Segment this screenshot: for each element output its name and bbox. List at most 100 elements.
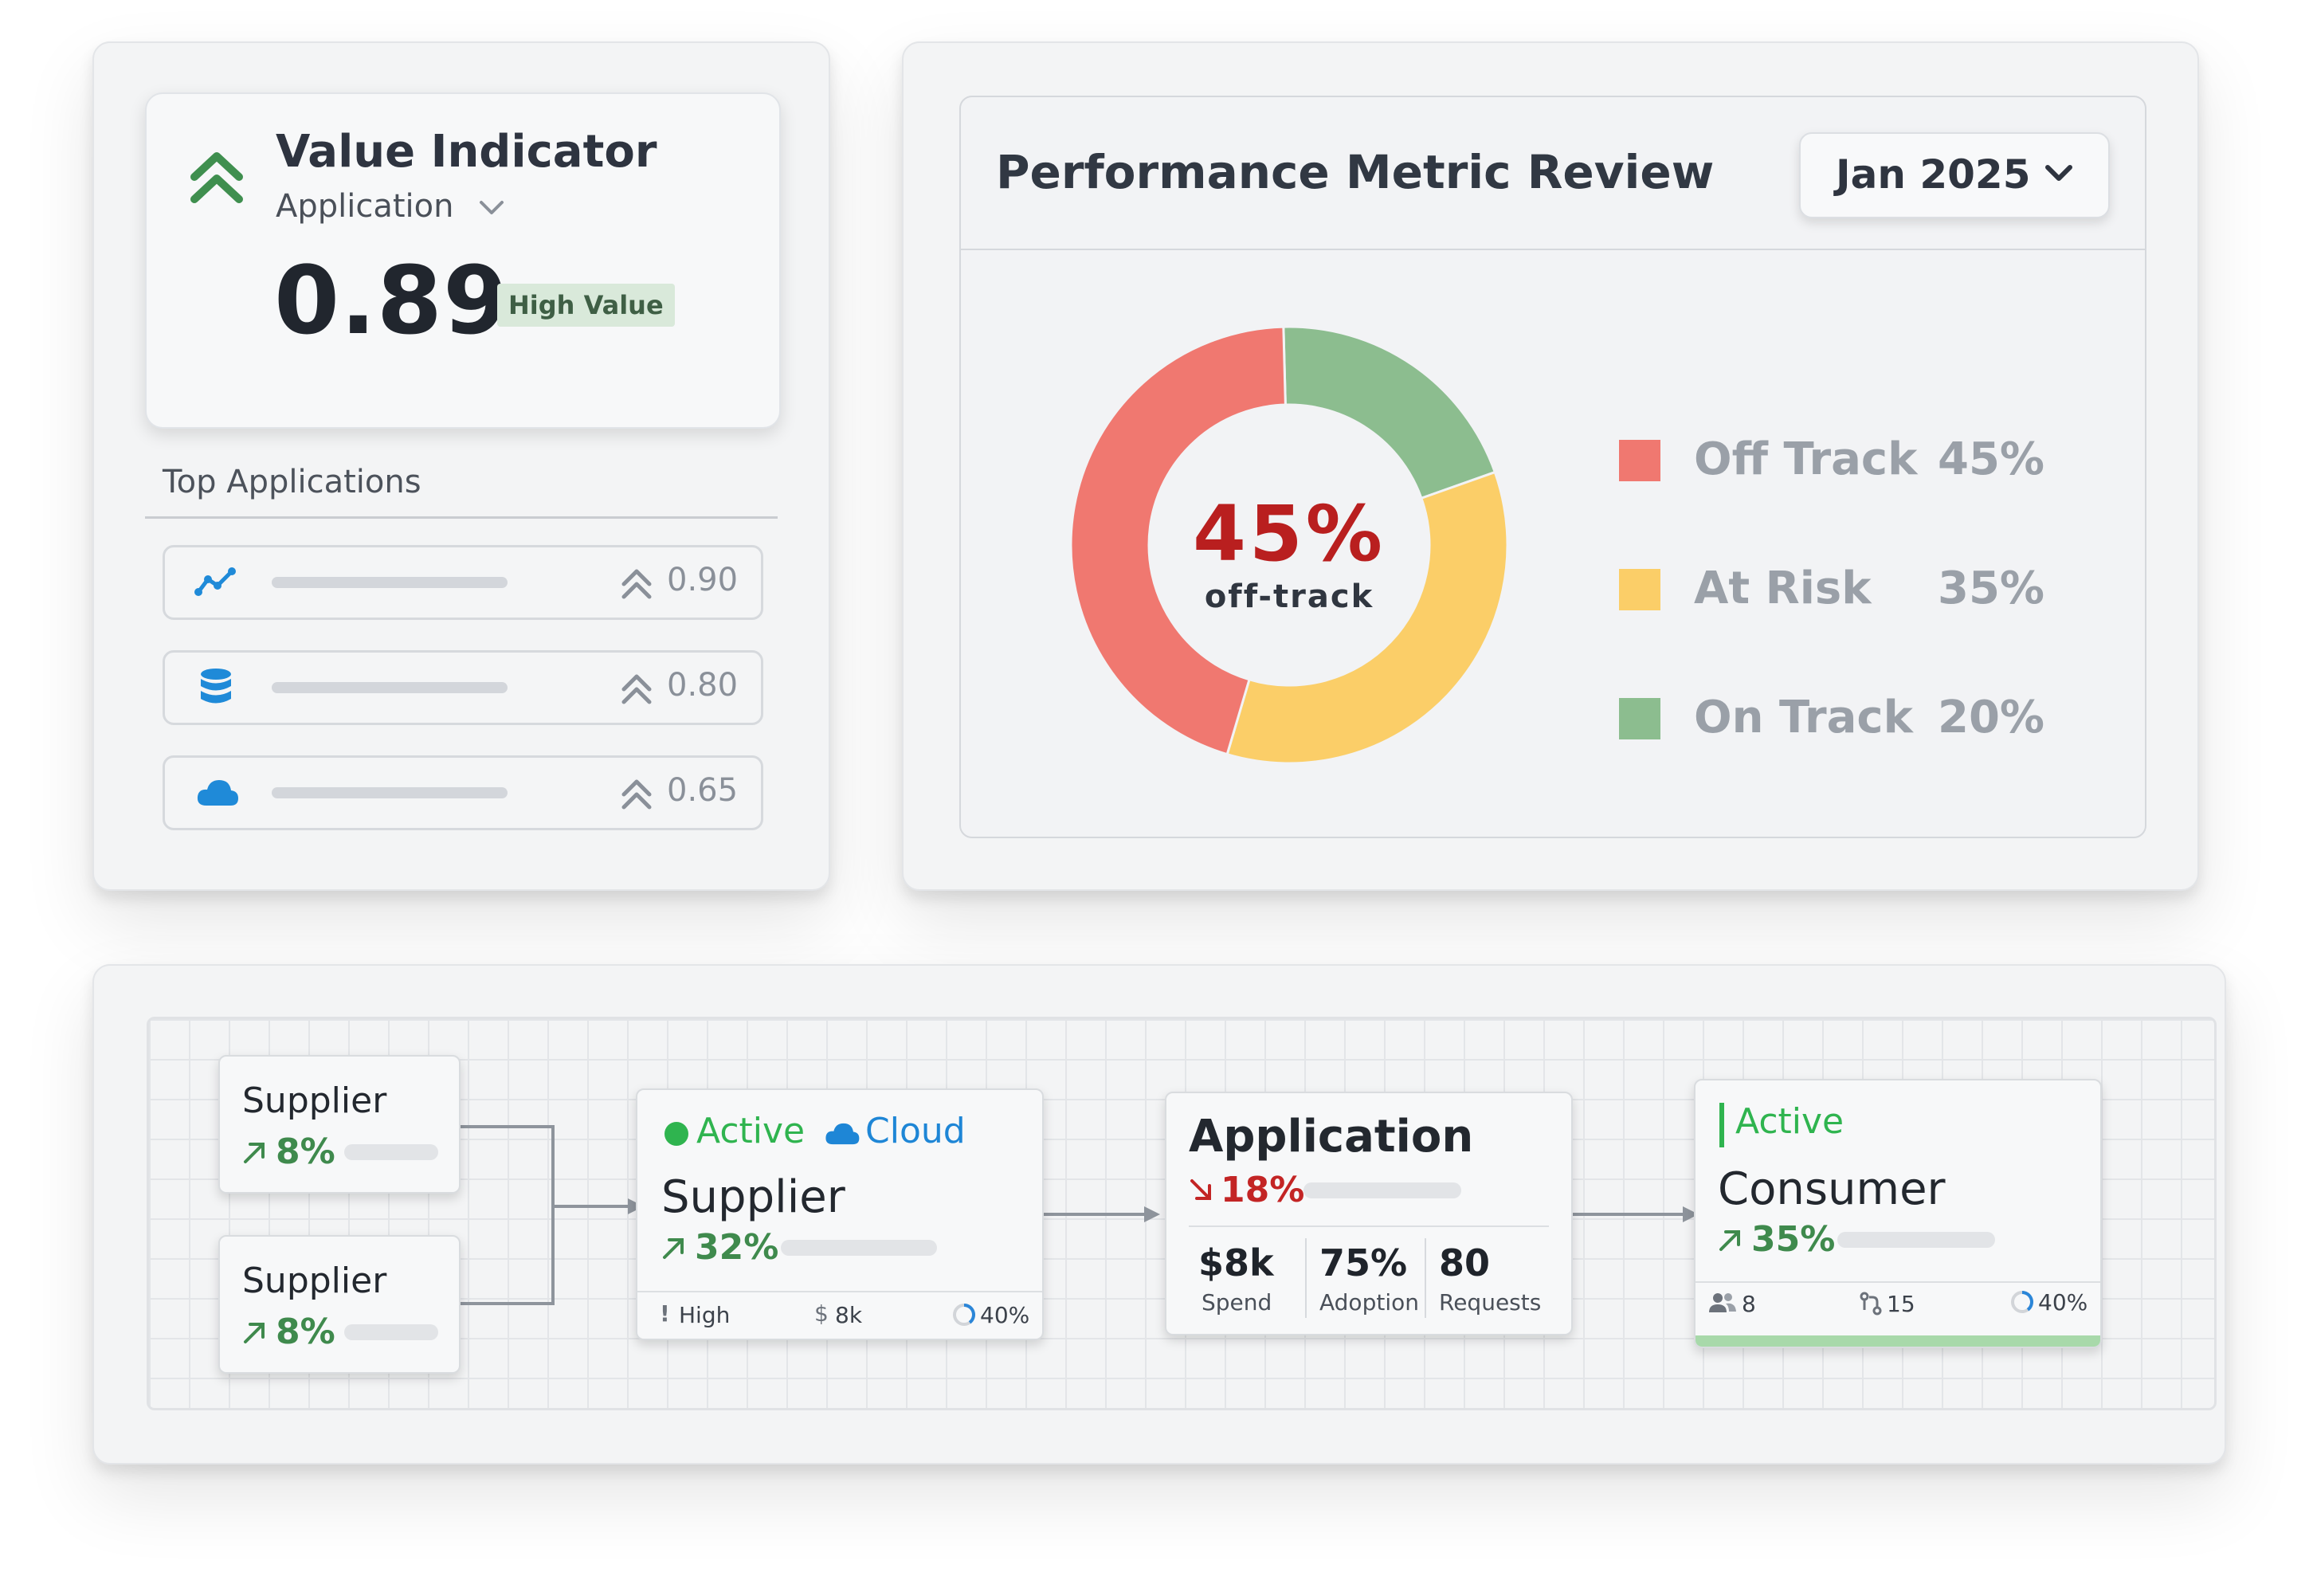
cloud-icon: [197, 780, 238, 806]
header-divider: [961, 249, 2145, 250]
performance-card: Performance Metric Review Jan 2025 45% o…: [959, 96, 2146, 838]
node-percentage: 18%: [1221, 1170, 1305, 1210]
legend-swatch-at-risk: [1619, 569, 1660, 610]
arrow-up-right-icon: [244, 1323, 265, 1343]
cloud-icon: [825, 1123, 860, 1145]
application-dropdown[interactable]: Application: [276, 188, 505, 225]
node-divider: [1189, 1225, 1549, 1227]
double-chevron-up-icon: [621, 779, 652, 810]
donut-slice-on-track: [1282, 325, 1497, 500]
legend-label-on-track: On Track: [1694, 692, 1913, 743]
consumer-node[interactable]: Active Consumer 35% 8 15 40%: [1694, 1079, 2102, 1348]
metric-value: $8k: [1198, 1241, 1274, 1284]
node-percentage: 8%: [276, 1312, 335, 1352]
node-label: Supplier: [242, 1261, 387, 1301]
priority-label: High: [679, 1302, 731, 1328]
node-percentage: 8%: [276, 1131, 335, 1172]
flow-connectors: [461, 1125, 1699, 1305]
double-chevron-up-icon: [621, 569, 652, 599]
metric-separator: [1425, 1238, 1426, 1318]
double-chevron-up-icon: [621, 674, 652, 704]
progress-ring-icon: [2011, 1291, 2033, 1313]
application-name-placeholder: [272, 682, 508, 693]
metric-separator: [1305, 1238, 1307, 1318]
legend-value-off-track: 45%: [1938, 433, 2045, 485]
high-value-badge: High Value: [497, 284, 675, 327]
metric-label: Requests: [1439, 1289, 1542, 1316]
value-indicator-title: Value Indicator: [276, 126, 657, 178]
node-title: Consumer: [1718, 1163, 1946, 1215]
node-status-stripe: [1695, 1335, 2100, 1347]
metric-value: 75%: [1319, 1241, 1408, 1284]
trend-line-icon: [194, 567, 236, 596]
top-applications-title: Top Applications: [163, 464, 421, 500]
legend-swatch-off-track: [1619, 440, 1660, 481]
application-row[interactable]: 0.80: [163, 650, 763, 725]
chevron-down-icon: [2045, 165, 2072, 181]
links-count: 15: [1887, 1291, 1915, 1317]
users-count: 8: [1742, 1291, 1756, 1317]
section-divider: [145, 516, 778, 519]
arrow-up-right-icon: [663, 1238, 684, 1259]
legend-value-at-risk: 35%: [1938, 563, 2045, 614]
spend-value: 8k: [835, 1302, 863, 1328]
metric-value: 80: [1439, 1241, 1491, 1284]
application-dropdown-label: Application: [276, 188, 454, 225]
value-indicator-panel: Value Indicator Application 0.89 High Va…: [92, 41, 830, 891]
link-icon: [1860, 1292, 1882, 1316]
indicator-value: 0.89: [274, 245, 510, 355]
chevron-down-icon: [480, 201, 504, 214]
deployment-type: Cloud: [865, 1111, 966, 1151]
arrow-down-right-icon: [1190, 1179, 1211, 1200]
node-bar-placeholder: [1303, 1182, 1461, 1198]
application-row[interactable]: 0.65: [163, 755, 763, 830]
node-bar-placeholder: [1837, 1232, 1995, 1248]
application-row[interactable]: 0.90: [163, 545, 763, 620]
status-active: Active: [696, 1111, 806, 1151]
supplier-node-small[interactable]: Supplier 8%: [218, 1055, 461, 1194]
legend-label-at-risk: At Risk: [1694, 563, 1872, 614]
application-name-placeholder: [272, 787, 508, 798]
application-score: 0.80: [667, 667, 739, 704]
legend-label-off-track: Off Track: [1694, 433, 1918, 485]
date-selector[interactable]: Jan 2025: [1799, 132, 2110, 218]
application-name-placeholder: [272, 577, 508, 588]
arrow-up-right-icon: [1719, 1230, 1740, 1251]
users-icon: [1709, 1293, 1736, 1312]
node-percentage: 32%: [695, 1227, 779, 1268]
donut-center-label: off-track: [1204, 578, 1374, 615]
metric-label: Adoption: [1319, 1289, 1419, 1316]
value-indicator-card: Value Indicator Application 0.89 High Va…: [145, 92, 781, 429]
node-bar-placeholder: [344, 1324, 438, 1340]
metric-label: Spend: [1202, 1289, 1272, 1316]
application-node[interactable]: Application 18% $8k Spend 75% Adoption 8…: [1165, 1092, 1573, 1335]
legend-swatch-on-track: [1619, 698, 1660, 739]
progress-value: 40%: [2038, 1289, 2088, 1316]
node-title: Supplier: [661, 1171, 845, 1223]
flow-panel: Supplier 8% Supplier 8% Active Cloud Sup…: [92, 964, 2226, 1465]
dollar-icon: $: [814, 1300, 829, 1327]
node-bar-placeholder: [781, 1240, 937, 1256]
database-icon: [201, 669, 231, 704]
performance-panel: Performance Metric Review Jan 2025 45% o…: [902, 41, 2199, 891]
node-footer-divider: [1695, 1281, 2100, 1283]
progress-ring-icon: [953, 1304, 975, 1326]
node-footer-divider: [637, 1291, 1042, 1292]
active-status-bar: [1719, 1103, 1724, 1147]
status-active: Active: [1735, 1101, 1844, 1142]
supplier-node-main[interactable]: Active Cloud Supplier 32% ! High $ 8k 40…: [636, 1088, 1044, 1340]
supplier-node-small[interactable]: Supplier 8%: [218, 1235, 461, 1374]
donut-center-value: 45%: [1193, 489, 1386, 578]
application-score: 0.90: [667, 562, 739, 598]
priority-icon: !: [660, 1300, 670, 1327]
node-percentage: 35%: [1751, 1219, 1836, 1260]
node-label: Supplier: [242, 1080, 387, 1121]
double-chevron-up-icon: [190, 152, 243, 203]
donut-center: 45% off-track: [1162, 489, 1417, 615]
arrow-up-right-icon: [244, 1143, 265, 1163]
application-score: 0.65: [667, 772, 739, 809]
node-title: Application: [1189, 1111, 1474, 1163]
node-bar-placeholder: [344, 1144, 438, 1160]
progress-value: 40%: [980, 1302, 1030, 1328]
date-selector-label: Jan 2025: [1836, 151, 2031, 198]
